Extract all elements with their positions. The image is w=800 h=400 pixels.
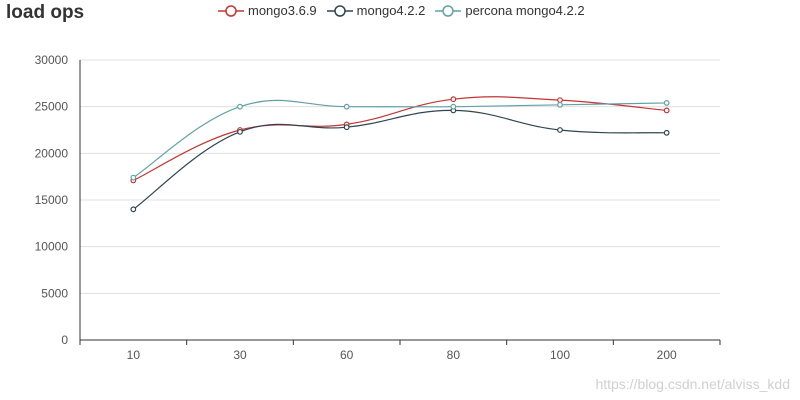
chart-title: load ops xyxy=(6,2,85,23)
data-point xyxy=(663,129,670,136)
data-point xyxy=(450,96,457,103)
y-tick-label: 5000 xyxy=(41,286,68,300)
watermark: https://blog.csdn.net/alviss_kdd xyxy=(595,376,790,392)
legend: mongo3.6.9 mongo4.2.2 percona mongo4.2.2 xyxy=(218,3,595,18)
legend-marker-mongo369 xyxy=(218,4,244,17)
series-line-1 xyxy=(132,109,667,210)
y-tick-label: 15000 xyxy=(35,193,69,207)
y-tick-label: 25000 xyxy=(35,100,69,114)
data-point xyxy=(237,103,243,110)
x-tick-label: 100 xyxy=(550,348,570,362)
data-point xyxy=(343,124,350,131)
y-tick-label: 10000 xyxy=(35,240,69,254)
data-point xyxy=(130,206,137,213)
data-point xyxy=(343,103,350,110)
y-tick-label: 30000 xyxy=(35,53,69,67)
y-tick-label: 0 xyxy=(61,333,68,347)
data-point xyxy=(450,103,457,110)
legend-item-mongo422[interactable]: mongo4.2.2 xyxy=(326,3,426,18)
legend-item-mongo369[interactable]: mongo3.6.9 xyxy=(218,3,317,18)
legend-label-mongo369: mongo3.6.9 xyxy=(248,3,317,18)
x-tick-label: 80 xyxy=(447,348,461,362)
x-tick-label: 10 xyxy=(127,348,141,362)
data-point xyxy=(557,97,563,104)
series-line-0 xyxy=(133,96,667,181)
x-tick-label: 30 xyxy=(233,348,247,362)
y-tick-label: 20000 xyxy=(35,146,69,160)
data-point xyxy=(237,128,243,135)
legend-marker-percona xyxy=(435,4,462,17)
legend-label-mongo422: mongo4.2.2 xyxy=(356,3,426,18)
data-point xyxy=(557,101,563,108)
data-point xyxy=(557,127,563,133)
data-point xyxy=(663,107,670,114)
legend-label-percona: percona mongo4.2.2 xyxy=(465,3,585,18)
data-point xyxy=(130,174,137,181)
x-tick-label: 60 xyxy=(340,348,354,362)
x-tick-label: 200 xyxy=(657,348,677,362)
legend-marker-mongo422 xyxy=(326,4,353,17)
data-point xyxy=(663,100,670,106)
legend-item-percona[interactable]: percona mongo4.2.2 xyxy=(435,3,585,18)
series-line-2 xyxy=(133,99,667,179)
